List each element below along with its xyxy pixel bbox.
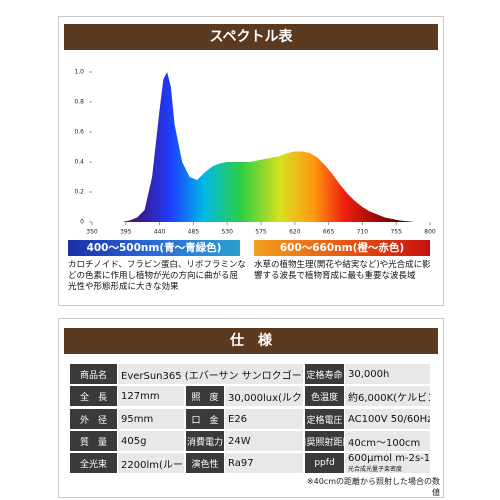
spec-value-text: 約6,000K(ケルビン) [348,392,430,404]
spec-label: 色温度 [305,386,344,406]
x-tick-label: 665 [323,229,335,236]
spectrum-panel [58,16,444,306]
spec-value: E26 [225,409,303,429]
x-tick-label: 710 [357,229,369,236]
spec-label: 全光束 [70,453,117,473]
spec-label: 外 径 [70,409,117,429]
band-text: 水草の植物生理(開花や結実など)や光合成に影響する波長で植物育成に最も重要な波長… [254,260,431,281]
spec-value-text: 2200lm(ルーメン) [121,459,184,471]
spec-value-text: AC100V 50/60Hz [348,413,430,425]
spec-label: 定格電圧 [305,409,344,429]
y-tick-label: 0.2 [74,189,84,196]
spec-value-text: EverSun365 (エバーサン サンロクゴー) [121,370,303,382]
spec-value: 405g [118,431,184,451]
spec-label: 定格寿命 [305,364,344,384]
x-tick-label: 755 [390,229,402,236]
x-tick-label: 350 [86,229,98,236]
spec-value-text: 24W [228,435,251,447]
spec-value-text: 30,000lux(ルクス) [228,392,303,404]
spec-value: 95mm [118,409,184,429]
x-tick-label: 485 [188,229,200,236]
spec-label: 推奨照射距離 [305,431,344,451]
band-text: カロチノイド、フラビン蛋白、リボフラミンなどの色素に作用し植物が光の方向に曲がる… [68,260,246,292]
spec-value: 30,000lux(ルクス) [225,386,303,406]
spec-value-text: 95mm [121,413,154,425]
spec-value-text: E26 [228,413,248,425]
band-label: 400～500nm(青～青緑色) [68,240,240,256]
spec-value: 127mm [118,386,184,406]
spec-value: 40cm～100cm [345,431,430,451]
spec-value-text: 127mm [121,390,160,402]
spectrum-chart: 0 0.2 0.4 0.6 0.8 1.0 350 395 440 485 530 575 620 665… [74,69,436,236]
x-tick-label: 575 [255,229,267,236]
spec-value-text: Ra97 [228,457,254,469]
y-tick-label: 0.4 [74,159,84,166]
spec-value-text: 600μmol m-2s-1※ [348,453,430,464]
y-tick-label: 1.0 [74,69,84,76]
spec-value: 24W [225,431,303,451]
spec-value: 約6,000K(ケルビン) [345,386,430,406]
spec-value-text: 30,000h [348,368,390,380]
spec-value: AC100V 50/60Hz [345,409,430,429]
spec-label: 全 長 [70,386,117,406]
spec-note: 光合成光量子束密度 [348,466,403,473]
spectrum-header: スペクトル表 [64,24,438,50]
spec-value: Ra97 [225,453,303,473]
y-tick-label: 0.6 [74,129,84,136]
spec-value-text: 405g [121,435,147,447]
spec-header: 仕 様 [64,328,438,354]
spec-label: 商品名 [70,364,117,384]
x-tick-label: 800 [424,229,436,236]
spec-panel [58,318,444,498]
spec-value: EverSun365 (エバーサン サンロクゴー) [118,364,303,384]
spec-value: 2200lm(ルーメン) [118,453,184,473]
spec-value: 600μmol m-2s-1※ 光合成光量子束密度 [345,453,430,473]
y-tick-label: 0 [80,219,84,226]
spec-value-text: 40cm～100cm [348,437,421,449]
spec-value: 30,000h [345,364,430,384]
band-label: 600～660nm(橙～赤色) [254,240,430,256]
spec-label: 照 度 [186,386,224,406]
spec-label: 演色性 [186,453,224,473]
spec-label: ppfd [305,453,344,473]
spec-label: 質 量 [70,431,117,451]
x-tick-label: 530 [221,229,233,236]
y-tick-label: 0.8 [74,99,84,106]
spec-label: 口 金 [186,409,224,429]
x-tick-label: 395 [120,229,132,236]
spectrum-area [122,72,415,222]
spec-label: 消費電力 [186,431,224,451]
x-tick-label: 440 [154,229,166,236]
x-tick-label: 620 [289,229,301,236]
footnote: ※40cmの距離から照射した場合の数値 [306,477,440,497]
